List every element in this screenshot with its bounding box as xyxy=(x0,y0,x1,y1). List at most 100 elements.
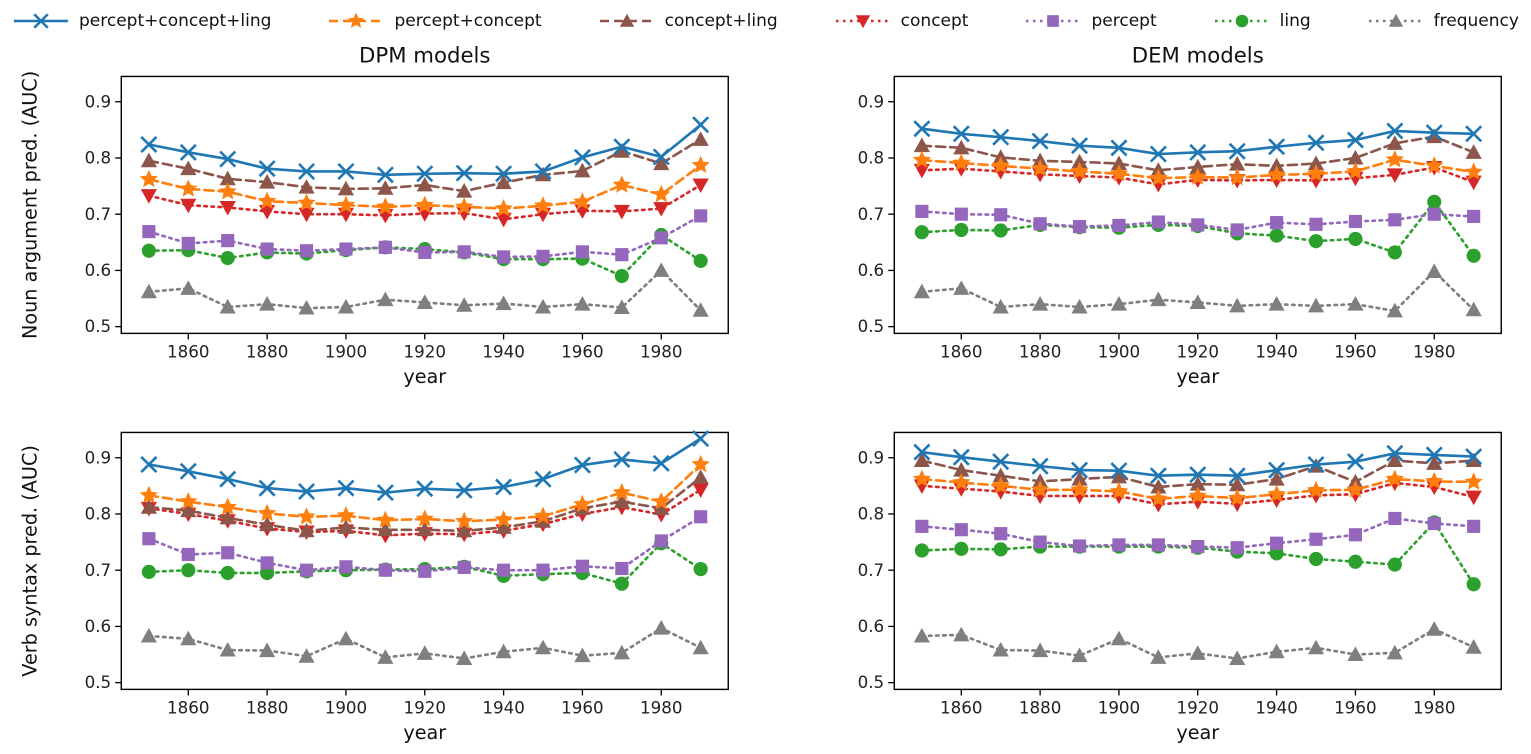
svg-text:1880: 1880 xyxy=(1018,343,1060,362)
line-gray-triangle-marker-swatch-icon xyxy=(1367,10,1425,32)
svg-text:1980: 1980 xyxy=(640,343,682,362)
plot-verb-dpm: Verb syntax pred. (AUC) year 1860 1880 190… xyxy=(18,430,729,744)
svg-text:1980: 1980 xyxy=(1413,343,1455,362)
legend-swatch-line xyxy=(835,15,890,29)
svg-text:0.6: 0.6 xyxy=(85,261,112,280)
legend-item-ling: ling xyxy=(1213,10,1311,32)
plot-area: 1860 1880 1900 1920 1940 1960 1980 0.5 0.6 0.7 0.8… xyxy=(857,431,1502,718)
svg-text:1980: 1980 xyxy=(640,699,682,718)
svg-text:0.6: 0.6 xyxy=(857,261,884,280)
svg-text:1940: 1940 xyxy=(482,699,524,718)
svg-text:1860: 1860 xyxy=(940,699,982,718)
svg-text:1960: 1960 xyxy=(561,343,603,362)
series-percept xyxy=(914,204,1480,237)
legend-swatch-line xyxy=(1026,15,1081,27)
line-square-marker-swatch-icon xyxy=(1024,10,1082,32)
svg-text:1940: 1940 xyxy=(1255,343,1297,362)
svg-text:1860: 1860 xyxy=(940,343,982,362)
series-concept+ling xyxy=(140,469,709,538)
svg-text:0.5: 0.5 xyxy=(85,317,112,336)
plot-noun-dem: DEM models year 1860 1880 1900 1920 1940 1960… xyxy=(857,43,1502,388)
plot-title-dem: DEM models xyxy=(1131,43,1263,68)
svg-text:1920: 1920 xyxy=(404,699,446,718)
plot-verb-dem: year 1860 1880 1900 1920 1940 1960 1980 0.5 0.6 0… xyxy=(857,431,1502,744)
plot-area: 1860 1880 1900 1920 1940 1960 1980 0.5 0.6 0.7 0.8… xyxy=(85,75,729,362)
line-circle-marker-swatch-icon xyxy=(1213,10,1271,32)
series-percept+concept+ling xyxy=(912,443,1482,485)
legend-swatch-line xyxy=(14,13,68,29)
svg-text:1920: 1920 xyxy=(1176,343,1218,362)
series-frequency xyxy=(913,263,1482,318)
plot-title-dpm: DPM models xyxy=(359,43,490,68)
svg-text:1940: 1940 xyxy=(482,343,524,362)
svg-text:1960: 1960 xyxy=(561,699,603,718)
svg-text:0.5: 0.5 xyxy=(857,673,884,692)
legend-item-percept: percept xyxy=(1024,10,1157,32)
legend-swatch-line xyxy=(329,12,384,28)
svg-text:0.8: 0.8 xyxy=(857,149,884,168)
series-frequency xyxy=(140,262,709,317)
legend-item-percept-concept-ling: percept+concept+ling xyxy=(12,10,271,32)
line-x-marker-swatch-icon xyxy=(12,10,70,32)
svg-text:1860: 1860 xyxy=(167,343,209,362)
legend-label: concept+ling xyxy=(664,11,778,31)
legend-swatch-line xyxy=(599,13,654,27)
series-percept+concept+ling xyxy=(140,430,710,502)
plot-area: 1860 1880 1900 1920 1940 1960 1980 0.5 0.6 0.7 0.8… xyxy=(857,75,1502,362)
svg-text:0.6: 0.6 xyxy=(857,617,884,636)
svg-text:1980: 1980 xyxy=(1413,699,1455,718)
svg-text:0.7: 0.7 xyxy=(85,205,112,224)
svg-text:0.5: 0.5 xyxy=(857,317,884,336)
svg-text:0.9: 0.9 xyxy=(85,92,112,111)
x-axis-label: year xyxy=(1176,365,1219,388)
legend-label: percept+concept xyxy=(394,11,542,31)
svg-text:1880: 1880 xyxy=(1018,699,1060,718)
series-frequency xyxy=(140,620,709,666)
svg-text:0.9: 0.9 xyxy=(857,448,884,467)
series-percept+concept+ling xyxy=(140,116,710,184)
svg-text:0.5: 0.5 xyxy=(85,673,112,692)
svg-text:1960: 1960 xyxy=(1334,343,1376,362)
legend-label: ling xyxy=(1279,11,1311,31)
svg-text:0.9: 0.9 xyxy=(857,92,884,111)
plot-noun-dpm: DPM models Noun argument pred. (AUC) yea… xyxy=(18,43,729,388)
svg-text:0.6: 0.6 xyxy=(85,617,112,636)
svg-text:1940: 1940 xyxy=(1255,699,1297,718)
line-triangle-down-marker-swatch-icon xyxy=(834,10,892,32)
legend-item-concept: concept xyxy=(834,10,969,32)
y-axis-label-verb: Verb syntax pred. (AUC) xyxy=(18,445,41,677)
svg-text:0.7: 0.7 xyxy=(85,561,112,580)
line-triangle-up-marker-swatch-icon xyxy=(598,10,656,32)
series-percept xyxy=(914,511,1480,555)
legend-label: percept+concept+ling xyxy=(79,11,272,31)
series-percept+concept xyxy=(912,150,1483,186)
series-percept+concept+ling xyxy=(912,120,1482,163)
svg-text:1900: 1900 xyxy=(1097,343,1139,362)
svg-text:1860: 1860 xyxy=(167,699,209,718)
svg-text:1900: 1900 xyxy=(325,343,367,362)
plot-area: 1860 1880 1900 1920 1940 1960 1980 0.5 0.6 0.7 0.8… xyxy=(85,430,729,718)
legend-label: concept xyxy=(900,11,969,31)
legend-swatch-line xyxy=(1368,13,1423,27)
series-percept xyxy=(142,209,708,264)
x-axis-label: year xyxy=(403,365,446,388)
legend: percept+concept+ling percept+concept con… xyxy=(10,4,1521,38)
svg-text:1920: 1920 xyxy=(404,343,446,362)
series-percept+concept xyxy=(139,454,710,530)
series-concept+ling xyxy=(140,131,709,198)
legend-swatch-line xyxy=(1214,14,1269,28)
series-frequency xyxy=(913,621,1482,666)
x-axis-label: year xyxy=(1176,721,1219,744)
svg-text:0.8: 0.8 xyxy=(85,505,112,524)
svg-text:0.7: 0.7 xyxy=(857,205,884,224)
series-percept xyxy=(142,510,708,578)
y-axis-label-noun: Noun argument pred. (AUC) xyxy=(18,71,41,339)
svg-text:1960: 1960 xyxy=(1334,699,1376,718)
svg-text:0.8: 0.8 xyxy=(85,149,112,168)
legend-item-concept-ling: concept+ling xyxy=(598,10,778,32)
svg-text:1900: 1900 xyxy=(325,699,367,718)
svg-text:0.9: 0.9 xyxy=(85,448,112,467)
svg-text:1880: 1880 xyxy=(246,699,288,718)
series-ling xyxy=(914,515,1481,592)
